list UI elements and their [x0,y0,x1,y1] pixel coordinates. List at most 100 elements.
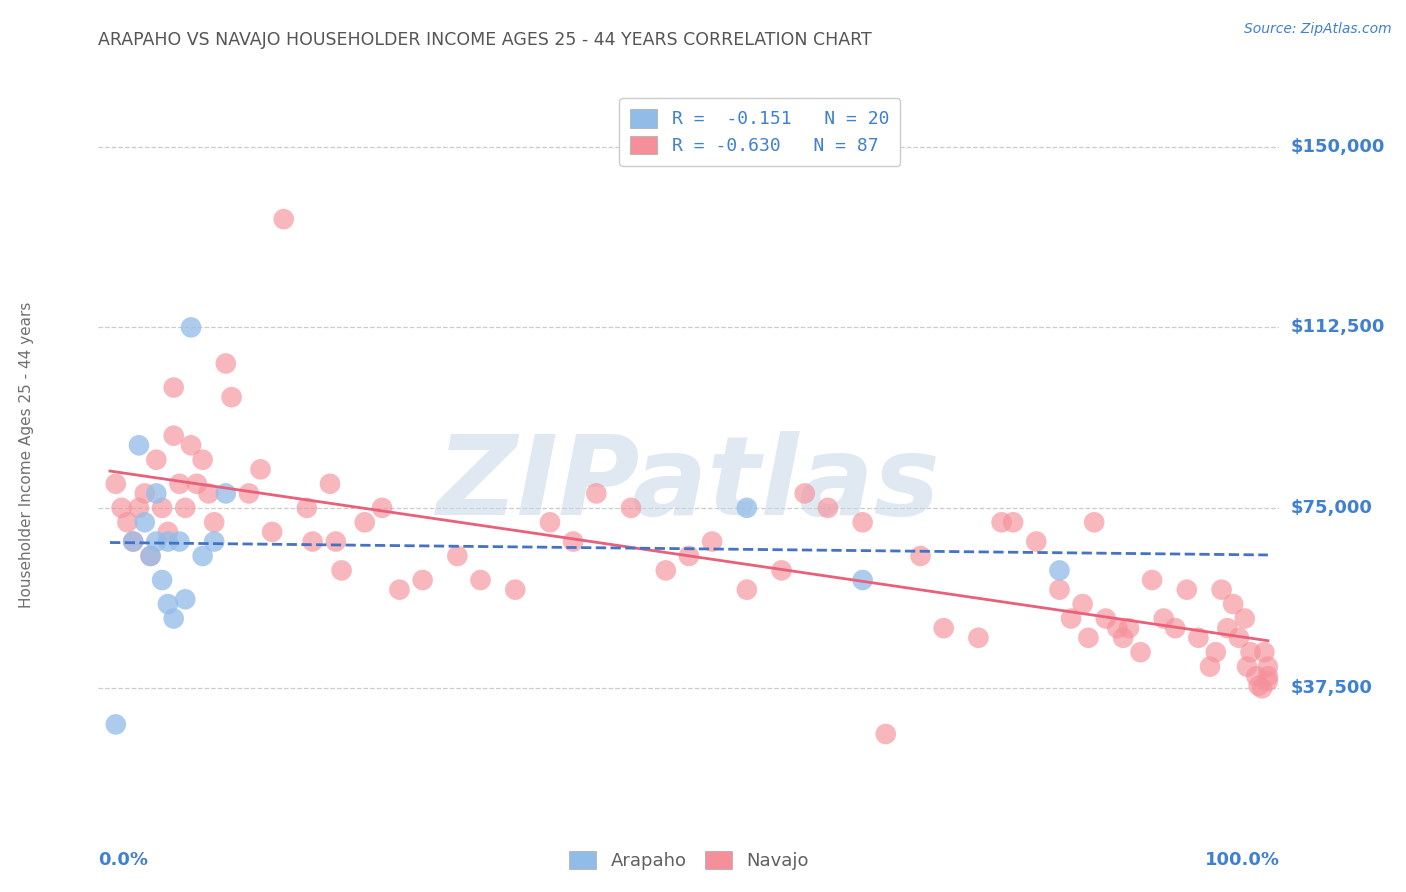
Text: 100.0%: 100.0% [1205,851,1279,869]
Point [249,462,271,476]
Point [156,597,179,611]
Point [215,486,238,500]
Point [852,573,875,587]
Point [163,428,186,442]
Point [295,500,318,515]
Point [221,390,243,404]
Point [1060,611,1083,625]
Point [1222,597,1244,611]
Legend: Arapaho, Navajo: Arapaho, Navajo [562,844,815,878]
Point [562,534,585,549]
Point [145,486,167,500]
Point [150,500,173,515]
Point [301,534,323,549]
Point [1187,631,1209,645]
Point [1233,611,1256,625]
Point [104,717,127,731]
Point [180,438,202,452]
Point [191,452,214,467]
Point [1175,582,1198,597]
Point [1246,669,1268,683]
Point [1257,674,1279,689]
Point [186,476,208,491]
Point [150,573,173,587]
Point [134,516,156,530]
Point [1227,631,1250,645]
Point [585,486,607,500]
Point [1164,621,1187,635]
Point [1083,516,1105,530]
Point [145,452,167,467]
Point [503,582,526,597]
Point [412,573,434,587]
Point [163,611,186,625]
Point [1025,534,1047,549]
Point [793,486,815,500]
Point [770,563,793,577]
Point [1211,582,1233,597]
Point [1140,573,1163,587]
Point [655,563,678,577]
Point [117,516,139,530]
Point [319,476,342,491]
Point [1257,659,1279,673]
Point [163,380,186,394]
Point [122,534,145,549]
Point [325,534,347,549]
Point [174,500,197,515]
Point [145,534,167,549]
Point [875,727,897,741]
Point [169,534,191,549]
Point [122,534,145,549]
Point [156,524,179,539]
Point [139,549,162,563]
Point [330,563,353,577]
Text: $150,000: $150,000 [1291,138,1385,156]
Point [1253,645,1275,659]
Point [197,486,219,500]
Point [128,500,150,515]
Point [371,500,394,515]
Point [446,549,468,563]
Point [538,516,561,530]
Point [990,516,1012,530]
Point [1153,611,1175,625]
Text: $37,500: $37,500 [1291,680,1372,698]
Text: ZIPatlas: ZIPatlas [437,431,941,538]
Text: 0.0%: 0.0% [98,851,149,869]
Point [1236,659,1258,673]
Point [1071,597,1094,611]
Point [1205,645,1227,659]
Point [1077,631,1099,645]
Text: Source: ZipAtlas.com: Source: ZipAtlas.com [1244,22,1392,37]
Point [215,356,238,371]
Point [353,516,375,530]
Point [817,500,839,515]
Point [1049,582,1071,597]
Point [967,631,990,645]
Point [238,486,260,500]
Point [1257,669,1279,683]
Point [169,476,191,491]
Point [1118,621,1140,635]
Point [104,476,127,491]
Point [932,621,955,635]
Point [910,549,932,563]
Text: ARAPAHO VS NAVAJO HOUSEHOLDER INCOME AGES 25 - 44 YEARS CORRELATION CHART: ARAPAHO VS NAVAJO HOUSEHOLDER INCOME AGE… [98,31,872,49]
Point [128,438,150,452]
Point [191,549,214,563]
Point [470,573,492,587]
Point [202,534,225,549]
Point [1049,563,1071,577]
Point [156,534,179,549]
Point [180,320,202,334]
Point [388,582,411,597]
Point [134,486,156,500]
Text: Householder Income Ages 25 - 44 years: Householder Income Ages 25 - 44 years [18,301,34,608]
Text: $112,500: $112,500 [1291,318,1385,336]
Point [678,549,700,563]
Point [1199,659,1222,673]
Point [852,516,875,530]
Point [735,500,758,515]
Point [1251,681,1274,696]
